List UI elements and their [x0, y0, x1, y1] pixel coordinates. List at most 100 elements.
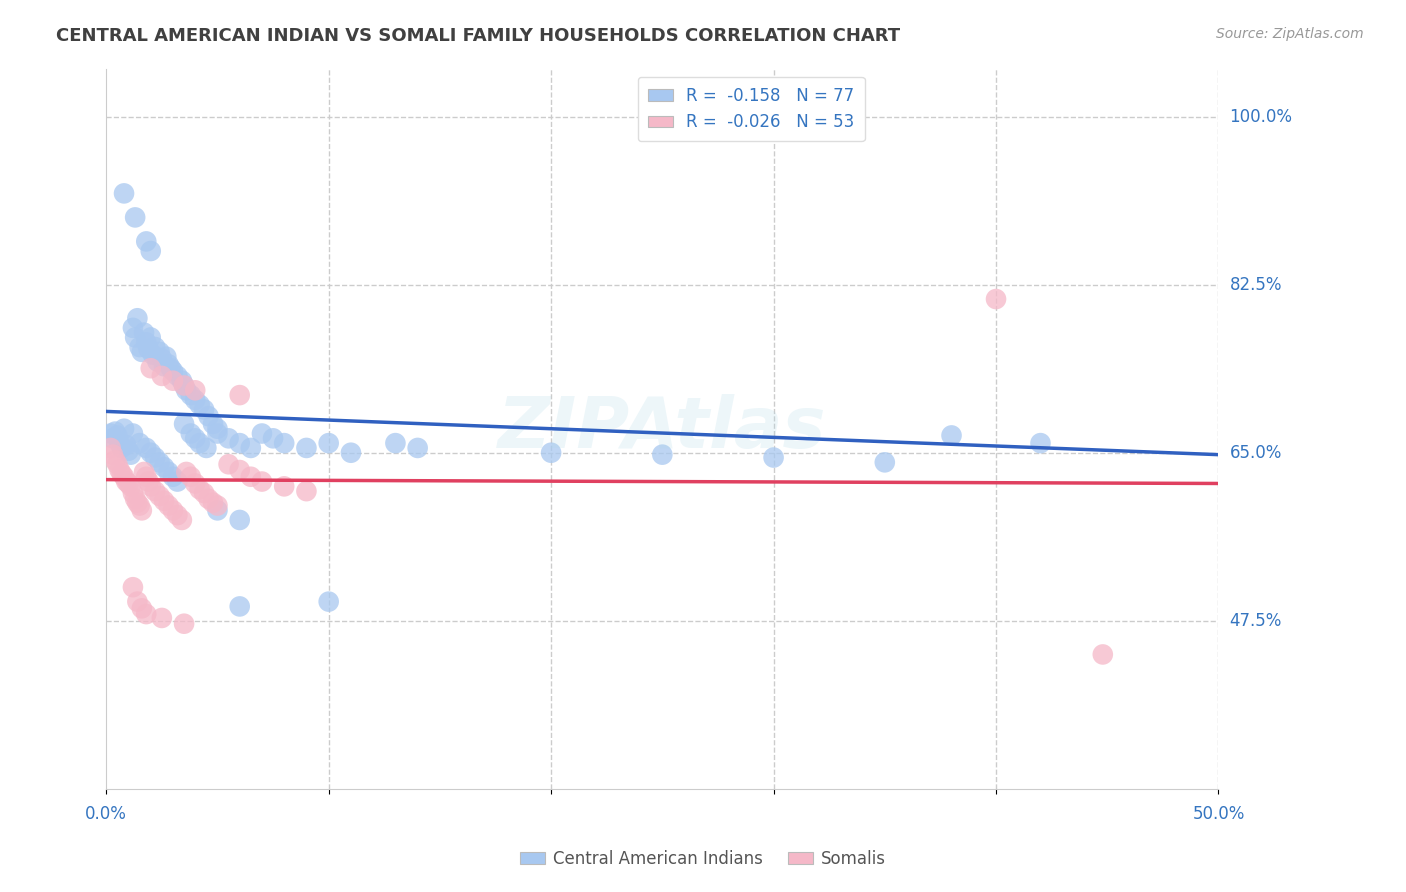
Point: [112, 186, 135, 201]
Point: [135, 235, 157, 249]
Point: [115, 475, 138, 489]
Point: [127, 594, 149, 608]
Point: [139, 361, 162, 376]
Point: [122, 321, 145, 335]
Text: CENTRAL AMERICAN INDIAN VS SOMALI FAMILY HOUSEHOLDS CORRELATION CHART: CENTRAL AMERICAN INDIAN VS SOMALI FAMILY…: [56, 27, 900, 45]
Point: [128, 340, 150, 354]
Point: [100, 426, 122, 441]
Point: [115, 438, 138, 452]
Point: [273, 436, 295, 450]
Point: [250, 475, 273, 489]
Point: [540, 446, 562, 460]
Point: [131, 601, 153, 615]
Point: [108, 463, 131, 477]
Point: [239, 469, 262, 483]
Point: [105, 457, 128, 471]
Point: [228, 388, 250, 402]
Point: [239, 441, 262, 455]
Point: [202, 417, 225, 431]
Point: [207, 422, 229, 436]
Point: [941, 428, 963, 442]
Point: [159, 361, 181, 376]
Point: [111, 467, 134, 481]
Point: [124, 330, 146, 344]
Point: [176, 384, 198, 398]
Point: [228, 599, 250, 614]
Point: [139, 446, 162, 460]
Point: [180, 469, 202, 483]
Point: [273, 479, 295, 493]
Legend: Central American Indians, Somalis: Central American Indians, Somalis: [513, 844, 893, 875]
Point: [184, 476, 207, 491]
Point: [135, 469, 157, 483]
Point: [176, 465, 198, 479]
Point: [207, 499, 229, 513]
Point: [153, 493, 176, 508]
Point: [131, 503, 153, 517]
Point: [218, 457, 240, 471]
Point: [984, 292, 1007, 306]
Point: [104, 425, 127, 439]
Point: [166, 508, 188, 523]
Point: [188, 436, 211, 450]
Point: [100, 441, 122, 455]
Point: [197, 491, 219, 506]
Point: [873, 455, 896, 469]
Point: [122, 486, 145, 500]
Point: [651, 448, 673, 462]
Point: [406, 441, 429, 455]
Point: [128, 436, 150, 450]
Point: [104, 453, 127, 467]
Point: [184, 392, 207, 407]
Point: [173, 616, 195, 631]
Point: [101, 431, 124, 445]
Point: [193, 402, 215, 417]
Point: [173, 378, 195, 392]
Point: [173, 378, 195, 392]
Point: [153, 460, 176, 475]
Point: [112, 422, 135, 436]
Point: [207, 426, 229, 441]
Point: [295, 484, 318, 499]
Text: 65.0%: 65.0%: [1230, 443, 1282, 462]
Point: [207, 503, 229, 517]
Point: [166, 368, 188, 383]
Text: Source: ZipAtlas.com: Source: ZipAtlas.com: [1216, 27, 1364, 41]
Point: [112, 469, 135, 483]
Text: 0.0%: 0.0%: [86, 805, 127, 823]
Point: [762, 450, 785, 465]
Point: [153, 359, 176, 374]
Point: [149, 489, 172, 503]
Point: [150, 611, 173, 625]
Point: [340, 446, 363, 460]
Point: [170, 374, 193, 388]
Point: [117, 443, 139, 458]
Text: 50.0%: 50.0%: [1192, 805, 1244, 823]
Point: [132, 326, 155, 340]
Point: [162, 469, 184, 483]
Point: [318, 594, 340, 608]
Point: [170, 513, 193, 527]
Point: [122, 426, 145, 441]
Point: [135, 441, 157, 455]
Point: [143, 450, 166, 465]
Point: [228, 436, 250, 450]
Point: [127, 496, 149, 510]
Point: [180, 388, 202, 402]
Point: [1029, 436, 1052, 450]
Legend: R =  -0.158   N = 77, R =  -0.026   N = 53: R = -0.158 N = 77, R = -0.026 N = 53: [638, 77, 865, 141]
Point: [262, 431, 284, 445]
Point: [139, 479, 162, 493]
Point: [195, 441, 218, 455]
Point: [146, 354, 169, 368]
Point: [132, 465, 155, 479]
Point: [139, 244, 162, 258]
Point: [138, 475, 160, 489]
Point: [162, 503, 184, 517]
Text: 47.5%: 47.5%: [1230, 612, 1282, 630]
Point: [228, 513, 250, 527]
Point: [120, 479, 142, 493]
Point: [131, 344, 153, 359]
Point: [155, 350, 177, 364]
Point: [157, 357, 180, 371]
